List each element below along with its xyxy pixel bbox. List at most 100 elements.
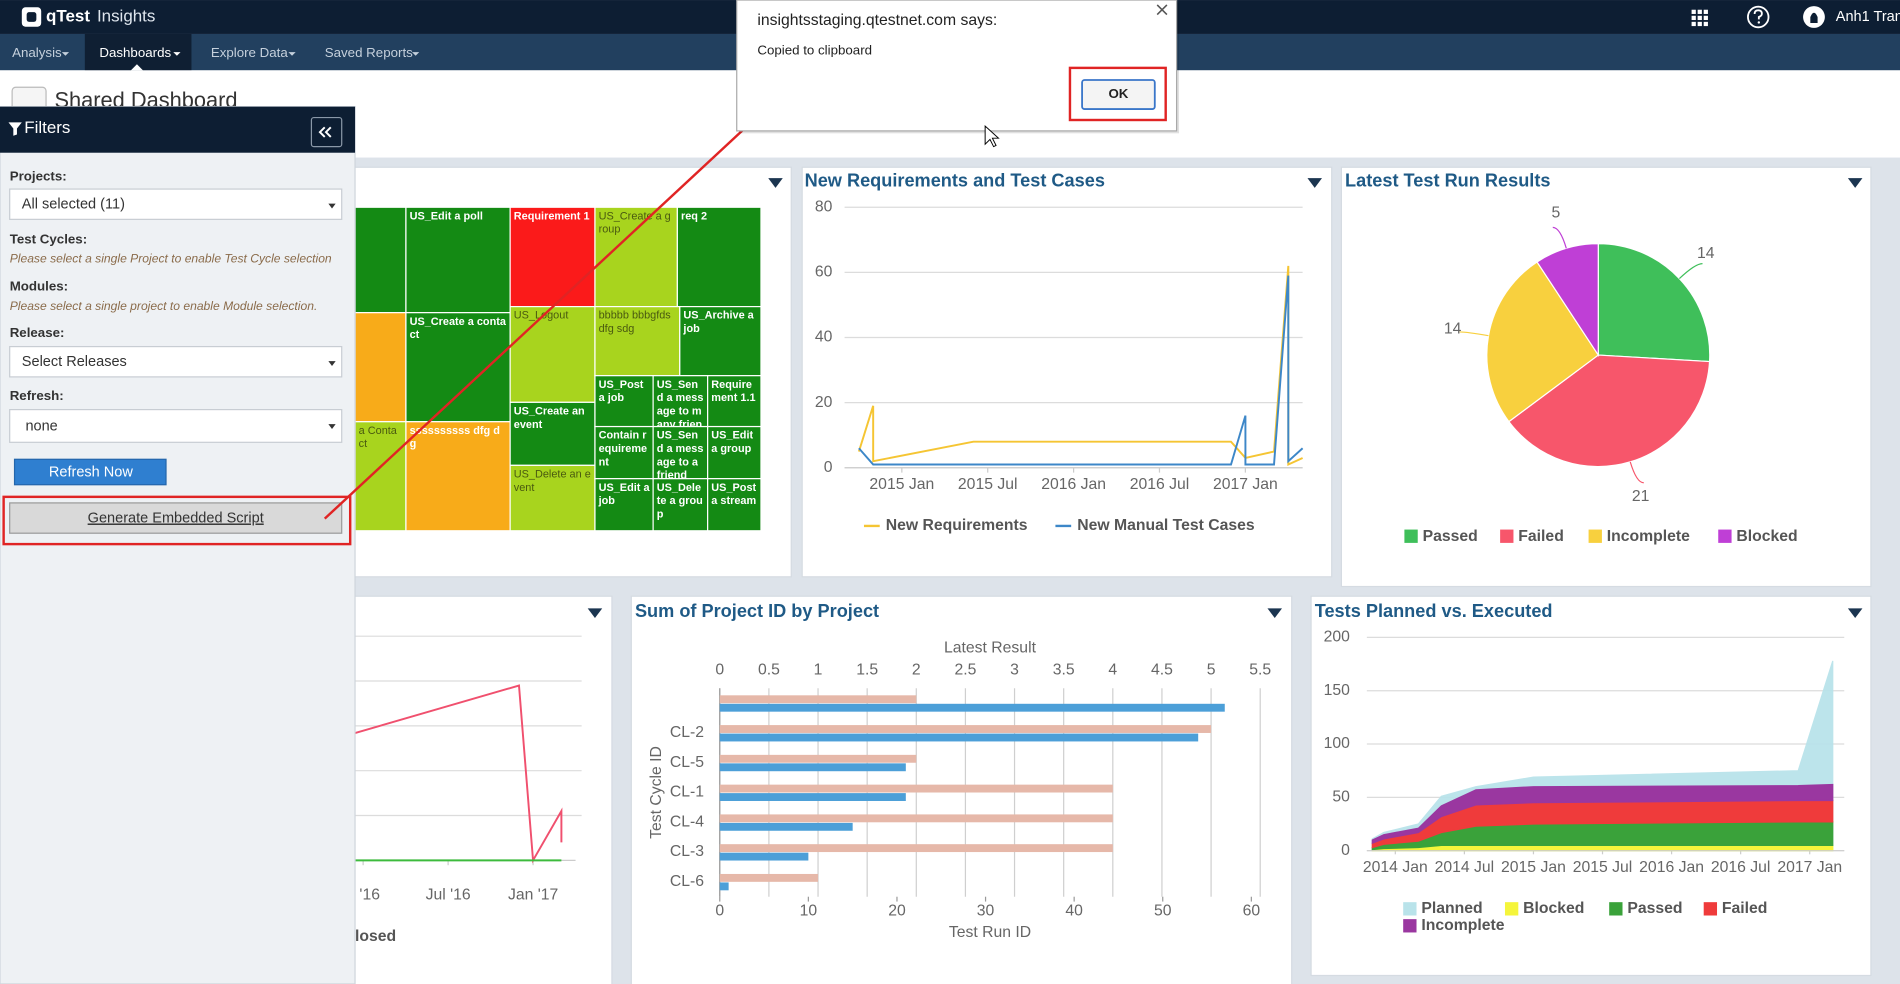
x2-tick-label: 2 — [912, 661, 921, 678]
filters-title: Filters — [24, 118, 70, 137]
button-label: OK — [1108, 86, 1128, 101]
x-tick-label: 10 — [800, 902, 818, 919]
bar — [719, 852, 809, 861]
x2-tick-label: 3 — [1010, 661, 1019, 678]
legend-swatch — [1403, 919, 1417, 933]
refresh-select[interactable] — [9, 408, 343, 443]
treemap-cell — [652, 425, 709, 480]
embed-button[interactable] — [9, 502, 343, 534]
treemap-label-box: Contain requirement — [599, 429, 648, 468]
caret — [411, 52, 420, 56]
x2-tick-label: 5.5 — [1249, 661, 1271, 678]
nav-item[interactable]: Explore Data — [211, 45, 289, 60]
leader-line — [1459, 331, 1489, 337]
annotation-arrow — [323, 119, 755, 520]
treemap-label-box: bbbbb bbbgfds dfg sdg — [598, 309, 671, 335]
x-tick-label: 2015 Jul — [1573, 859, 1633, 876]
apps-icon[interactable] — [1691, 9, 1708, 27]
bar — [719, 814, 1113, 823]
help-icon[interactable] — [1747, 5, 1770, 29]
legend-label: Passed — [1423, 528, 1478, 545]
caret — [173, 52, 181, 56]
caret — [61, 52, 70, 56]
y-tick-label: 80 — [815, 198, 833, 215]
panel-menus[interactable] — [587, 178, 1863, 619]
treemap-label: US_Create a contact — [409, 315, 506, 341]
highlight-box — [1068, 66, 1167, 122]
select-value: Select Releases — [22, 354, 127, 370]
y-tick-label: CL-1 — [670, 784, 704, 801]
nav-indicator — [130, 64, 143, 71]
y-tick-label: 0 — [1341, 842, 1350, 859]
projects-select[interactable] — [9, 188, 343, 220]
ok-button[interactable] — [1081, 79, 1156, 111]
x-tick-label: 2016 Jul — [1130, 476, 1190, 493]
treemap-label: req 2 — [680, 209, 708, 222]
y-tick-label: 50 — [1332, 789, 1350, 806]
panel-title: Tests Planned vs. Executed — [1315, 601, 1553, 621]
legend-label: Failed — [1722, 900, 1768, 917]
treemap-label: US_Send a message to many friends — [656, 378, 704, 427]
treemap-label: US_Archive a job — [683, 309, 754, 335]
caret — [328, 361, 336, 366]
caret — [328, 424, 336, 429]
caret — [328, 203, 336, 209]
data-label: 5 — [1551, 205, 1560, 222]
x-tick-label: 2016 Jan — [1041, 476, 1106, 493]
field-label: Test Cycles: — [10, 231, 87, 246]
treemap-label: US_Logout — [513, 309, 569, 322]
release-select[interactable] — [9, 345, 343, 378]
treemap-label: US_Edit a group — [711, 428, 754, 455]
legend-label: Incomplete — [1607, 528, 1690, 545]
x2-tick-label: 1 — [814, 661, 823, 678]
leader-line — [1678, 262, 1703, 280]
area-series — [1371, 783, 1834, 845]
axis-title: Test Run ID — [949, 924, 1031, 941]
x-tick-label: 2015 Jan — [1501, 859, 1566, 876]
select-value: none — [25, 418, 57, 434]
field-label: Modules: — [10, 279, 68, 294]
filters-header — [0, 106, 356, 153]
treemap-cell — [679, 305, 762, 377]
y-tick-label: CL-2 — [670, 724, 704, 741]
legend-label: New Manual Test Cases — [1077, 517, 1255, 534]
y-tick-label: CL-3 — [670, 843, 704, 860]
x-tick-label: Jan '17 — [508, 887, 558, 904]
treemap-label-box: a Contact — [359, 424, 397, 449]
area-series — [1371, 844, 1834, 852]
treemap-label: US_Edit a poll — [409, 209, 483, 222]
x-tick-label: 2015 Jan — [869, 476, 934, 493]
dialog-close[interactable] — [1156, 4, 1168, 16]
treemap-cell — [652, 478, 709, 532]
y-tick-label: 100 — [1324, 735, 1351, 752]
y-tick-label: CL-5 — [670, 754, 704, 771]
nav-item[interactable]: Dashboards — [99, 45, 171, 60]
button-label: Generate Embedded Script — [88, 511, 264, 527]
y-tick-label: CL-6 — [670, 873, 704, 890]
alert-dialog: insightsstaging.qtestnet.com says: Copie… — [736, 0, 1180, 134]
treemap-cell — [354, 206, 407, 314]
user-name[interactable]: Anh1 Tran — [1836, 9, 1900, 25]
x-tick-label: 2016 Jan — [1639, 859, 1704, 876]
hint: Please select a single Project to enable… — [10, 252, 332, 266]
axis-title: Test Cycle ID — [648, 746, 665, 839]
treemap-label-box: US_Create an event — [514, 405, 585, 430]
avatar-shape — [1810, 12, 1818, 24]
nav-item[interactable]: Analysis — [12, 45, 62, 60]
treemap-cell — [676, 206, 762, 308]
treemap-label-box: US_Edit a job — [598, 481, 650, 507]
x-tick-label: 40 — [1065, 902, 1083, 919]
legend-label: Incomplete — [1421, 917, 1504, 934]
nav-item[interactable]: Saved Reports — [325, 45, 413, 60]
treemap-cell — [354, 421, 407, 532]
treemap-cell — [354, 312, 407, 423]
refresh-button[interactable] — [13, 458, 167, 486]
field-label: Projects: — [10, 168, 67, 183]
treemap-label: US_Edit a job — [598, 481, 650, 507]
treemap-label-box: US_Post a stream — [711, 481, 756, 506]
treemap-label-box: US_Logout — [513, 309, 569, 322]
x2-tick-label: 4 — [1108, 661, 1117, 678]
treemap-label: bbbbb bbbgfds dfg sdg — [598, 309, 671, 335]
caret — [288, 52, 296, 56]
treemap-label: US_Post a job — [598, 378, 644, 404]
